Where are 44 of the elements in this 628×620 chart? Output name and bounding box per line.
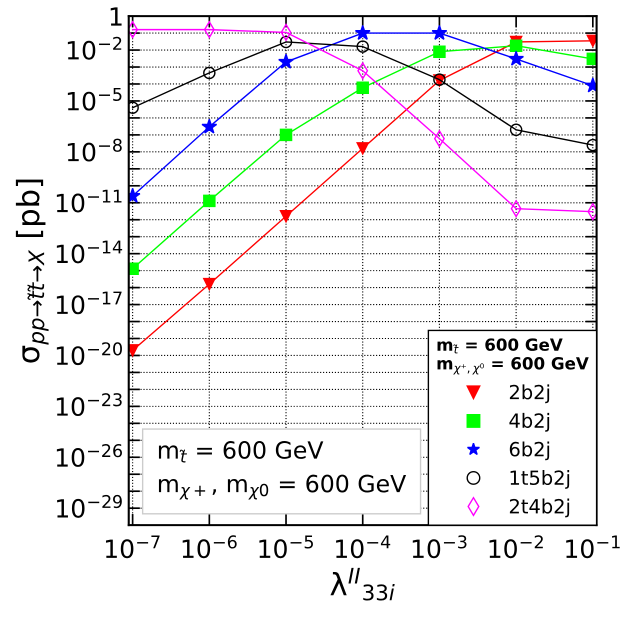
y-tick-label: 10$^{−2}$ [68, 36, 122, 60]
x-tick-label: 10$^{−5}$ [259, 536, 313, 558]
legend-label: 2t4b2j [510, 498, 570, 518]
point [433, 45, 446, 58]
y-tick-label: 10$^{−11}$ [56, 190, 122, 212]
x-tick-label: 10$^{−6}$ [182, 535, 237, 558]
x-tick-label: 10$^{−2}$ [489, 535, 543, 558]
y-tick-label: 10$^{−5}$ [68, 88, 122, 111]
y-tick-label: 10$^{−17}$ [56, 292, 122, 314]
y-axis-title: σ$_{pp→t̃t̃→X}$ [pb] [16, 180, 49, 363]
point [354, 24, 371, 40]
legend-label: 1t5b2j [510, 470, 570, 489]
point [201, 118, 218, 134]
point [510, 39, 522, 52]
y-tick-label: 10$^{−20}$ [56, 342, 122, 366]
legend-title: m$_{t̃}$ = 600 GeV m$_{χ⁺,χ⁰}$ = 600 GeV [438, 338, 589, 375]
x-axis-title: λ$^{II}$$_{33i}$ [330, 568, 395, 601]
point [431, 24, 448, 40]
y-tick-label: 10$^{−14}$ [56, 240, 122, 264]
y-tick-label: 10$^{−8}$ [68, 138, 122, 162]
x-tick-label: 10$^{−7}$ [106, 536, 160, 558]
point [203, 66, 216, 80]
point [280, 36, 292, 48]
point [510, 124, 522, 136]
point [356, 142, 369, 155]
x-tick-label: 10$^{−1}$ [566, 536, 620, 558]
y-tick-label: 1 [110, 7, 122, 26]
point [278, 54, 294, 69]
point [203, 194, 216, 208]
point [508, 50, 524, 66]
x-tick-label: 10$^{−4}$ [336, 536, 390, 558]
legend-label: 4b2j [509, 412, 550, 432]
legend-label: 6b2j [510, 441, 550, 460]
legend-label: 2b2j [510, 384, 550, 404]
y-tick-label: 10$^{−23}$ [56, 393, 122, 416]
point [280, 210, 292, 223]
annotation: m$_{t̃}$ = 600 GeV m$_{χ+}$, m$_{χ0}$ = 600 GeV [158, 441, 406, 500]
y-tick-label: 10$^{−26}$ [56, 444, 122, 467]
point [203, 278, 216, 290]
point [280, 128, 292, 142]
x-tick-label: 10$^{−3}$ [412, 535, 466, 558]
point [356, 40, 369, 53]
y-tick-label: 10$^{−29}$ [57, 494, 122, 518]
point [356, 82, 369, 94]
